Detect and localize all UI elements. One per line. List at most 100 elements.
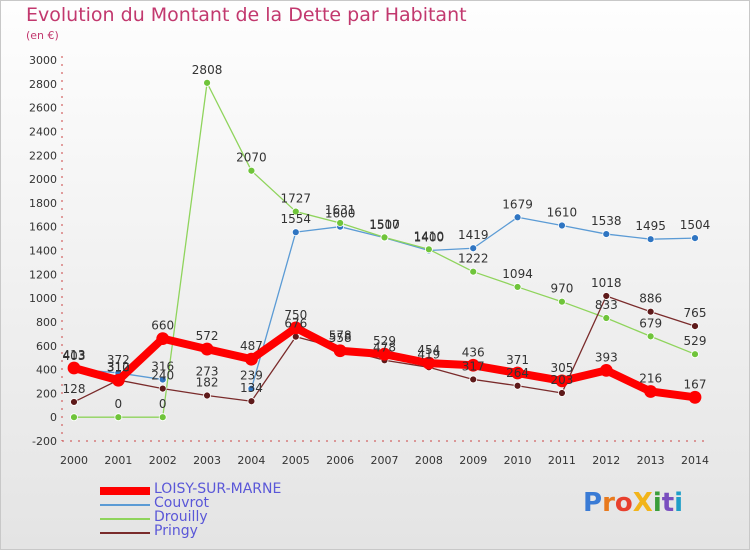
data-label: 487 <box>240 339 263 353</box>
data-label: 310 <box>107 360 130 374</box>
data-label: 413 <box>63 348 86 362</box>
data-point-loisy-sur-marne <box>688 390 702 404</box>
data-point-drouilly <box>558 297 566 306</box>
data-label: 1510 <box>369 217 400 231</box>
data-point-couvrot <box>247 384 256 393</box>
data-point-loisy-sur-marne <box>555 374 569 388</box>
data-point-couvrot <box>691 234 699 243</box>
data-point-drouilly <box>513 283 522 291</box>
data-label: 529 <box>373 334 396 348</box>
data-label: 403 <box>63 349 86 363</box>
data-label: 305 <box>550 361 573 375</box>
data-point-loisy-sur-marne <box>422 356 436 370</box>
data-point-drouilly <box>114 413 123 422</box>
y-tick-label: 600 <box>36 340 57 353</box>
data-point-drouilly <box>469 267 478 276</box>
data-label: 273 <box>196 365 219 379</box>
logo-letter: i <box>652 488 662 518</box>
x-tick-label: 2008 <box>415 454 443 467</box>
data-point-loisy-sur-marne <box>599 363 613 377</box>
data-point-pringy <box>646 307 655 316</box>
data-label: 1727 <box>281 192 312 206</box>
y-tick-label: 2600 <box>29 102 57 115</box>
x-tick-label: 2000 <box>60 454 88 467</box>
data-label: 1538 <box>591 214 622 228</box>
data-label: 1554 <box>281 212 312 226</box>
data-label: 578 <box>329 328 352 342</box>
x-tick-label: 2006 <box>326 454 354 467</box>
data-point-drouilly <box>691 350 699 359</box>
data-label: 167 <box>684 377 707 391</box>
data-point-couvrot <box>558 221 566 230</box>
data-point-loisy-sur-marne <box>378 347 391 361</box>
x-tick-label: 2010 <box>504 454 532 467</box>
y-tick-label: 2800 <box>29 78 57 91</box>
proxiti-logo: ProXiti <box>583 488 683 518</box>
y-tick-label: 200 <box>36 387 57 400</box>
y-tick-label: 2200 <box>29 149 57 162</box>
data-label: 1504 <box>680 218 711 232</box>
data-point-loisy-sur-marne <box>200 342 214 356</box>
data-point-pringy <box>70 398 78 406</box>
data-label: 239 <box>240 369 263 383</box>
x-tick-label: 2002 <box>149 454 177 467</box>
legend-label-loisy: LOISY-SUR-MARNE <box>154 481 282 497</box>
data-label: 1610 <box>547 205 578 219</box>
y-tick-label: 3000 <box>29 54 57 67</box>
data-label: 317 <box>462 359 485 373</box>
data-label: 765 <box>684 306 707 320</box>
data-point-pringy <box>203 391 211 400</box>
data-point-loisy-sur-marne <box>111 373 125 387</box>
data-point-drouilly <box>291 207 300 216</box>
logo-letter: r <box>602 488 615 518</box>
x-tick-label: 2014 <box>681 454 709 467</box>
y-tick-label: 2000 <box>29 173 57 186</box>
data-label: 679 <box>639 316 662 330</box>
x-tick-label: 2005 <box>282 454 310 467</box>
data-label: 1600 <box>325 207 356 221</box>
data-point-pringy <box>602 292 611 300</box>
data-point-loisy-sur-marne <box>156 332 170 346</box>
logo-letter: o <box>614 488 633 518</box>
data-label: 1631 <box>325 203 356 217</box>
data-point-pringy <box>247 397 256 406</box>
data-point-loisy-sur-marne <box>67 361 81 375</box>
legend-label-couvrot: Couvrot <box>154 495 210 511</box>
data-label: 750 <box>284 308 307 322</box>
data-label: 203 <box>550 373 573 387</box>
x-tick-label: 2011 <box>548 454 576 467</box>
data-label: 454 <box>417 343 440 357</box>
data-label: 2070 <box>236 151 267 165</box>
y-tick-label: 800 <box>36 316 57 329</box>
data-label: 1094 <box>502 267 533 281</box>
logo-letter: t <box>661 488 675 518</box>
data-label: 1400 <box>414 231 445 245</box>
legend-label-pringy: Pringy <box>154 523 198 539</box>
data-label: 676 <box>284 317 307 331</box>
data-point-pringy <box>558 389 566 397</box>
data-point-drouilly <box>203 78 211 87</box>
y-tick-label: 1400 <box>29 245 57 258</box>
legend-swatch-couvrot <box>100 504 150 506</box>
data-point-couvrot <box>602 230 611 238</box>
data-label: 2808 <box>192 63 223 77</box>
logo-letter: P <box>583 488 603 518</box>
data-label: 0 <box>159 397 167 411</box>
data-label: 372 <box>107 353 130 367</box>
data-point-drouilly <box>247 166 256 175</box>
data-point-drouilly <box>336 219 345 227</box>
data-label: 1507 <box>369 218 400 232</box>
data-point-drouilly <box>158 413 167 422</box>
data-point-drouilly <box>380 233 389 242</box>
data-label: 419 <box>417 347 440 361</box>
data-label: 393 <box>595 350 618 364</box>
legend-swatch-loisy <box>100 487 150 495</box>
data-point-drouilly <box>602 314 611 322</box>
data-label: 264 <box>506 366 529 380</box>
x-tick-label: 2012 <box>592 454 620 467</box>
x-tick-label: 2013 <box>637 454 665 467</box>
data-label: 478 <box>373 340 396 354</box>
chart-subtitle: (en €) <box>26 29 59 42</box>
y-tick-label: 1600 <box>29 221 57 234</box>
data-point-loisy-sur-marne <box>466 358 480 372</box>
